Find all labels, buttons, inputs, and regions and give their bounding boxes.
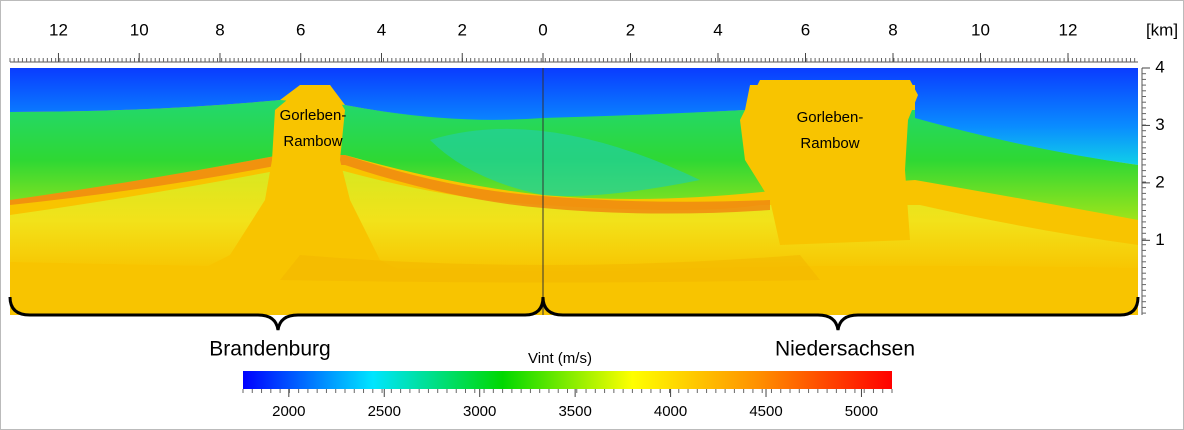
region-braces [8, 296, 1140, 331]
colorbar [243, 371, 892, 389]
x-tick-label: 2 [458, 20, 467, 39]
colorbar-tick-label: 3500 [558, 403, 591, 420]
x-tick-label: 4 [713, 20, 722, 39]
x-tick-label: 2 [626, 20, 635, 39]
annotation: Gorleben- [280, 107, 347, 124]
annotation: Gorleben- [797, 109, 864, 126]
colorbar-tick-label: 2500 [368, 403, 401, 420]
colorbar-tick-label: 2000 [272, 403, 305, 420]
y-tick-label: 2 [1155, 172, 1164, 191]
annotation: Rambow [800, 135, 859, 152]
x-tick-label: 12 [49, 20, 68, 39]
velocity-section [10, 68, 1138, 315]
x-tick-label: 10 [130, 20, 149, 39]
x-tick-label: 10 [971, 20, 990, 39]
colorbar-tick-label: 4000 [654, 403, 687, 420]
x-tick-label: 4 [377, 20, 386, 39]
colorbar-tick-label: 3000 [463, 403, 496, 420]
x-tick-label: 8 [215, 20, 224, 39]
colorbar-tick-label: 5000 [845, 403, 878, 420]
colorbar-tick-label: 4500 [749, 403, 782, 420]
y-tick-label: 1 [1155, 230, 1164, 249]
x-tick-label: 8 [888, 20, 897, 39]
x-tick-label: 12 [1059, 20, 1078, 39]
region-label: Brandenburg [209, 338, 330, 361]
x-tick-label: 6 [801, 20, 810, 39]
x-unit: [km] [1146, 20, 1178, 39]
region-label: Niedersachsen [775, 338, 915, 361]
colorbar-title: Vint (m/s) [528, 350, 592, 367]
x-tick-label: 0 [538, 20, 547, 39]
annotation: Rambow [283, 133, 342, 150]
y-tick-label: 4 [1155, 57, 1164, 76]
y-tick-label: 3 [1155, 115, 1164, 134]
x-tick-label: 6 [296, 20, 305, 39]
